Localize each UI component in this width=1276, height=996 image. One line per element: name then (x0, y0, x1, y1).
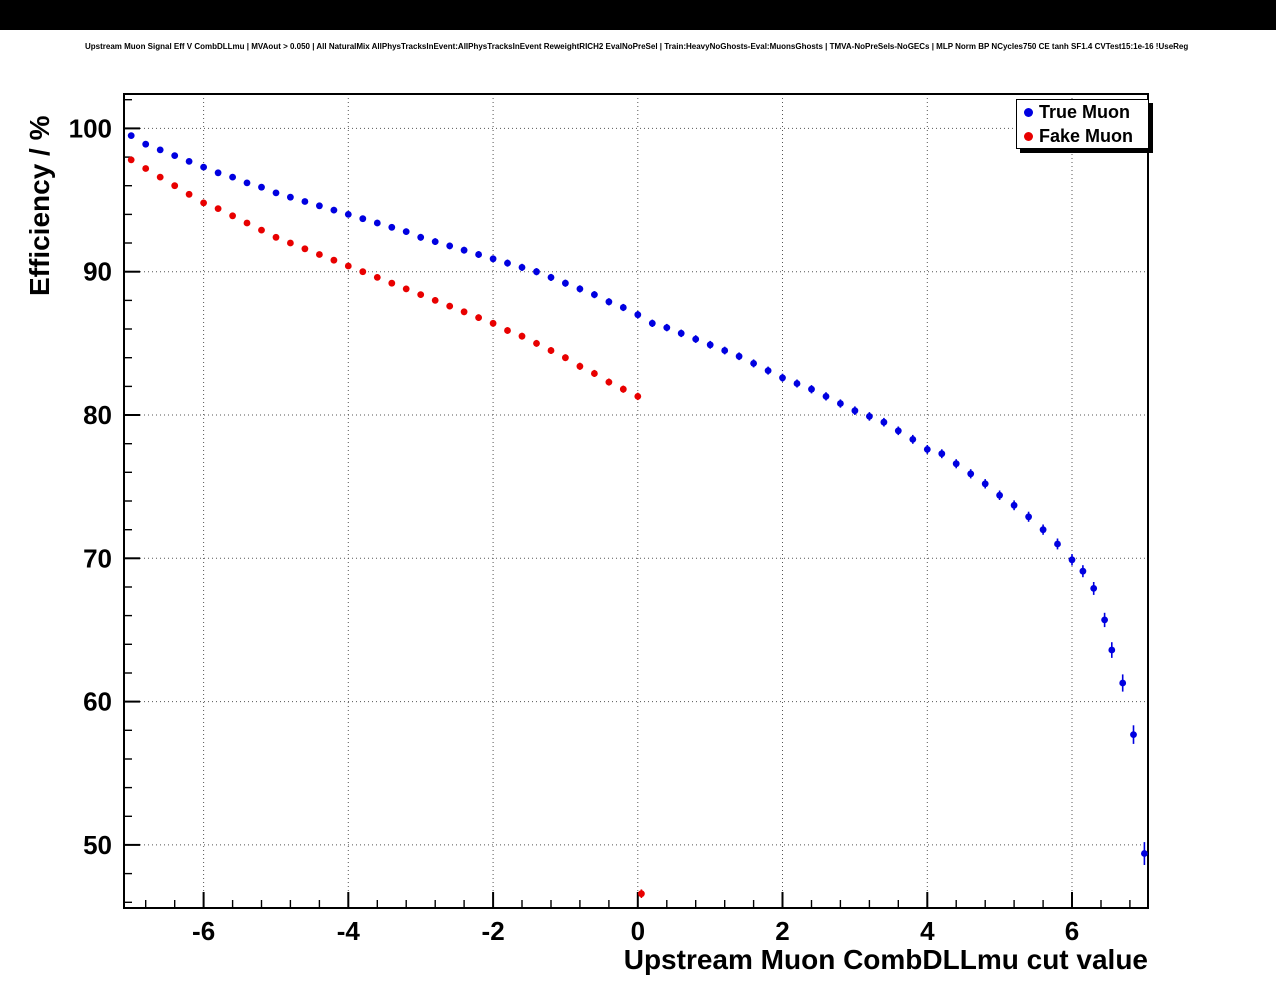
legend: True Muon Fake Muon (1016, 99, 1149, 149)
title-strip: Upstream Muon Signal Eff V CombDLLmu | M… (0, 30, 1276, 62)
legend-entry-fake-muon: Fake Muon (1017, 124, 1148, 148)
fake-muon-marker-icon (1024, 131, 1033, 141)
svg-text:-2: -2 (482, 916, 505, 946)
svg-text:-4: -4 (337, 916, 361, 946)
legend-label-fake-muon: Fake Muon (1039, 126, 1134, 146)
svg-text:2: 2 (775, 916, 789, 946)
x-axis-label: Upstream Muon CombDLLmu cut value (623, 944, 1148, 975)
legend-entry-true-muon: True Muon (1017, 100, 1148, 124)
plot-title: Upstream Muon Signal Eff V CombDLLmu | M… (85, 41, 1189, 51)
svg-text:60: 60 (83, 687, 112, 717)
svg-text:50: 50 (83, 830, 112, 860)
legend-label-true-muon: True Muon (1039, 102, 1130, 122)
svg-text:100: 100 (69, 113, 112, 143)
svg-text:70: 70 (83, 543, 112, 573)
svg-text:90: 90 (83, 257, 112, 287)
svg-text:4: 4 (920, 916, 935, 946)
true-muon-marker-icon (1024, 107, 1033, 117)
svg-text:0: 0 (631, 916, 645, 946)
y-axis-label: Efficiency / % (24, 115, 55, 296)
svg-text:80: 80 (83, 400, 112, 430)
window-top-bar (0, 0, 1276, 30)
svg-text:6: 6 (1065, 916, 1079, 946)
svg-text:-6: -6 (192, 916, 215, 946)
